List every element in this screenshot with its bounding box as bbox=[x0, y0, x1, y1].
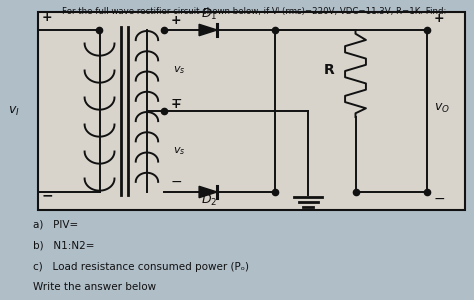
Text: c)   Load resistance consumed power (Pₒ): c) Load resistance consumed power (Pₒ) bbox=[33, 262, 249, 272]
Text: −: − bbox=[171, 92, 182, 106]
Text: b)   N1:N2=: b) N1:N2= bbox=[33, 241, 95, 250]
Text: +: + bbox=[171, 14, 181, 27]
Polygon shape bbox=[199, 24, 217, 36]
Text: R: R bbox=[324, 64, 335, 77]
Text: −: − bbox=[171, 175, 182, 189]
Text: For the full wave rectifier circuit shown below, if Vᴵ (rms)=220V, VDC=11.3V, R=: For the full wave rectifier circuit show… bbox=[62, 7, 446, 16]
Text: $D_2$: $D_2$ bbox=[201, 194, 218, 208]
Text: Write the answer below: Write the answer below bbox=[33, 283, 156, 292]
Text: $v_I$: $v_I$ bbox=[9, 104, 20, 118]
Text: $D_1$: $D_1$ bbox=[201, 8, 218, 22]
Polygon shape bbox=[199, 186, 217, 198]
Text: +: + bbox=[171, 98, 181, 111]
Text: a)   PIV=: a) PIV= bbox=[33, 220, 78, 230]
Text: −: − bbox=[42, 188, 53, 203]
Text: −: − bbox=[434, 192, 446, 206]
Text: +: + bbox=[434, 13, 444, 26]
Text: $v_s$: $v_s$ bbox=[173, 64, 185, 76]
Text: +: + bbox=[42, 11, 53, 24]
Text: $v_s$: $v_s$ bbox=[173, 146, 185, 158]
Text: $v_O$: $v_O$ bbox=[434, 101, 450, 115]
